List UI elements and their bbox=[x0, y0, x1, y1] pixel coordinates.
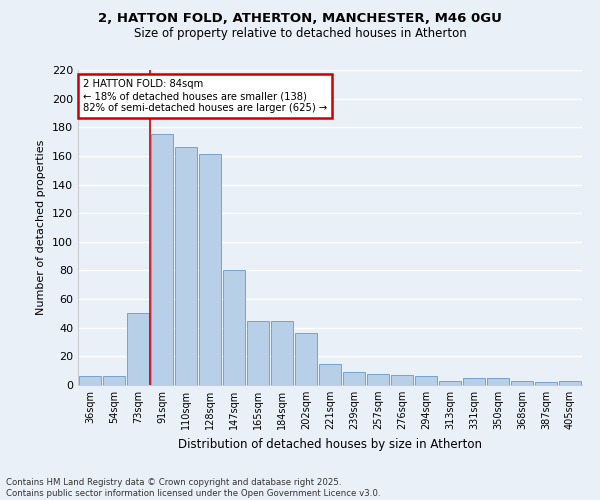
Y-axis label: Number of detached properties: Number of detached properties bbox=[37, 140, 46, 315]
Bar bbox=[175, 148, 197, 385]
Bar bbox=[79, 376, 101, 385]
Bar bbox=[391, 375, 413, 385]
Text: 2 HATTON FOLD: 84sqm
← 18% of detached houses are smaller (138)
82% of semi-deta: 2 HATTON FOLD: 84sqm ← 18% of detached h… bbox=[83, 80, 327, 112]
Bar bbox=[223, 270, 245, 385]
Bar bbox=[487, 378, 509, 385]
Text: Size of property relative to detached houses in Atherton: Size of property relative to detached ho… bbox=[134, 28, 466, 40]
Bar bbox=[439, 380, 461, 385]
Bar bbox=[559, 380, 581, 385]
Text: Contains HM Land Registry data © Crown copyright and database right 2025.
Contai: Contains HM Land Registry data © Crown c… bbox=[6, 478, 380, 498]
Bar bbox=[151, 134, 173, 385]
Bar bbox=[343, 372, 365, 385]
Bar bbox=[415, 376, 437, 385]
Bar bbox=[127, 314, 149, 385]
Bar bbox=[247, 320, 269, 385]
Bar bbox=[295, 334, 317, 385]
Bar bbox=[103, 376, 125, 385]
X-axis label: Distribution of detached houses by size in Atherton: Distribution of detached houses by size … bbox=[178, 438, 482, 450]
Bar bbox=[511, 380, 533, 385]
Bar bbox=[535, 382, 557, 385]
Text: 2, HATTON FOLD, ATHERTON, MANCHESTER, M46 0GU: 2, HATTON FOLD, ATHERTON, MANCHESTER, M4… bbox=[98, 12, 502, 26]
Bar bbox=[271, 320, 293, 385]
Bar bbox=[463, 378, 485, 385]
Bar bbox=[367, 374, 389, 385]
Bar bbox=[199, 154, 221, 385]
Bar bbox=[319, 364, 341, 385]
